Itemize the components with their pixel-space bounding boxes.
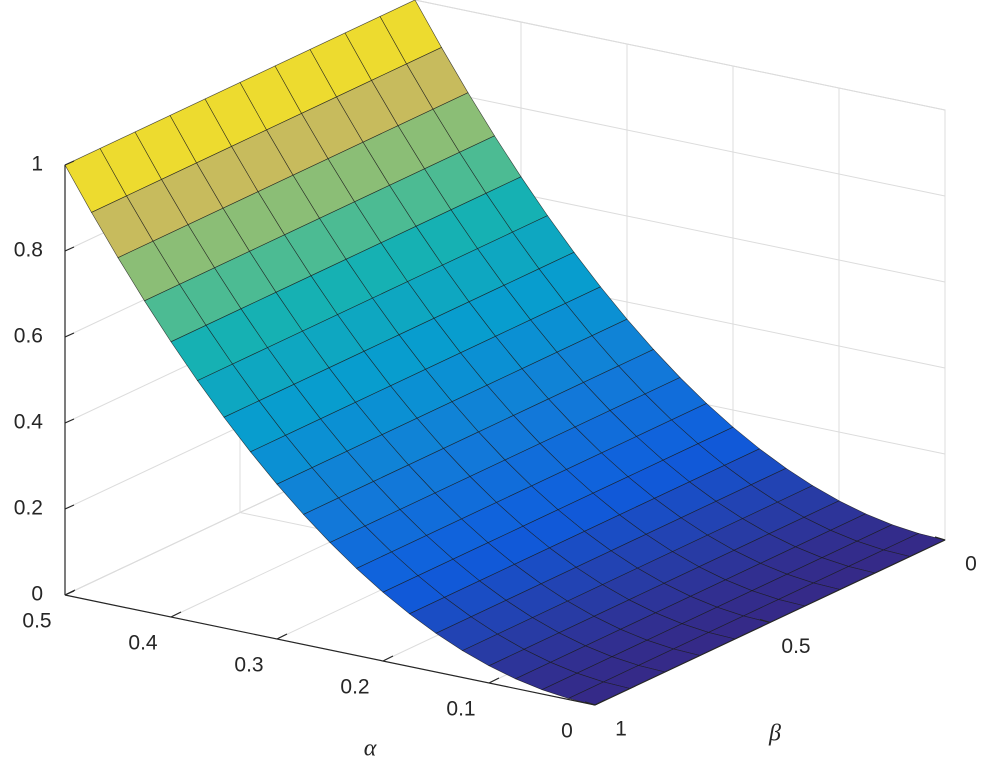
tick-mark <box>488 677 500 684</box>
y-axis-label: β <box>768 721 781 747</box>
x-tick-label: 0 <box>561 720 573 743</box>
y-axis-line <box>594 539 946 706</box>
tick-mark <box>64 160 75 166</box>
z-tick-label: 0.2 <box>14 497 43 520</box>
tick-mark <box>64 246 75 252</box>
axes: 0 0.1 0.2 0.3 0.4 0.5 0 0.5 1 0 0.2 0.4 0.6 0.8 1 <box>14 153 977 743</box>
z-tick-label: 0 <box>31 583 43 606</box>
x-tick-label: 0.5 <box>22 610 51 633</box>
tick-mark <box>64 504 75 510</box>
x-tick-label: 0.2 <box>340 676 369 699</box>
x-axis-line <box>64 594 596 706</box>
z-tick-label: 0.6 <box>14 325 43 348</box>
y-tick-label: 0.5 <box>781 635 810 658</box>
z-tick-label: 0.4 <box>14 411 44 434</box>
y-tick-label: 0 <box>965 553 977 576</box>
z-tick-label: 1 <box>31 153 43 176</box>
tick-mark <box>170 611 182 618</box>
grid-line <box>414 85 946 197</box>
x-tick-label: 0.3 <box>234 654 263 677</box>
x-tick-label: 0.4 <box>128 632 158 655</box>
tick-mark <box>276 633 288 640</box>
x-tick-label: 0.1 <box>446 698 475 721</box>
x-axis-label: α <box>364 736 377 762</box>
surface <box>64 0 946 706</box>
tick-mark <box>759 618 771 624</box>
z-tick-label: 0.8 <box>14 239 43 262</box>
tick-mark <box>64 590 75 596</box>
tick-mark <box>382 655 394 662</box>
y-tick-label: 1 <box>615 718 627 741</box>
tick-mark <box>64 418 75 424</box>
tick-mark <box>64 332 75 338</box>
grid-line <box>414 0 946 111</box>
tick-mark <box>934 536 946 541</box>
